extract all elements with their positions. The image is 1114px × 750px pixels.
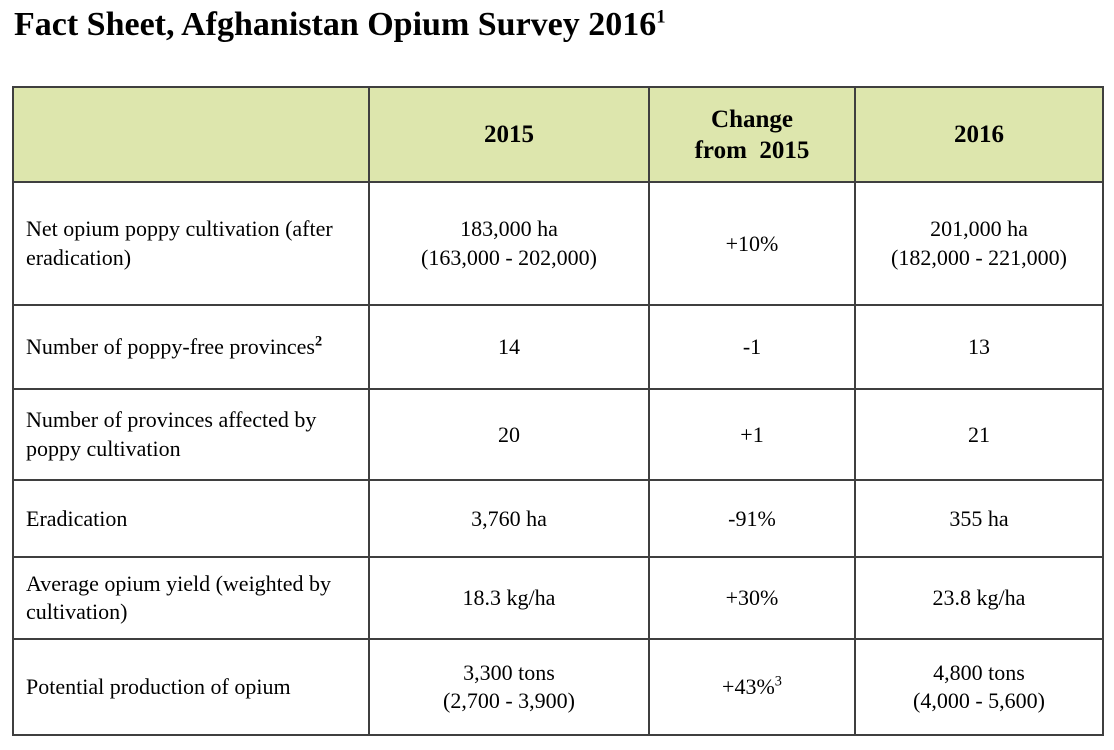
row-label-text: Net opium poppy cultivation (after eradi… [26,216,333,270]
row-label-text: Potential production of opium [26,674,291,700]
change-text: +43% [722,674,775,700]
value-2016-line2: (4,000 - 5,600) [913,688,1045,714]
value-2015-line1: 183,000 ha [460,216,558,242]
table-row-poppy-free-provinces: Number of poppy-free provinces2 14 -1 13 [12,304,1104,391]
value-2016-line2: (182,000 - 221,000) [891,244,1067,270]
row-label-text: Number of provinces affected by poppy cu… [26,407,317,461]
page-title-footnote-marker: 1 [656,6,666,28]
value-2016-line1: 4,800 tons [933,659,1025,685]
row-label-cell: Eradication [12,479,370,559]
value-2015-cell: 20 [368,388,650,482]
row-label-cell: Potential production of opium [12,638,370,737]
change-cell: +10% [648,181,856,307]
change-cell: -91% [648,479,856,559]
row-label-cell: Net opium poppy cultivation (after eradi… [12,181,370,307]
header-empty-cell [12,86,370,184]
header-change-line2: from 2015 [694,136,810,164]
row-label-footnote-marker: 2 [314,333,323,350]
table-row-average-yield: Average opium yield (weighted by cultiva… [12,556,1104,641]
change-cell: +30% [648,556,856,641]
row-label-cell: Number of provinces affected by poppy cu… [12,388,370,482]
change-text: +10% [725,230,779,256]
page-title-text: Fact Sheet, Afghanistan Opium Survey 201… [14,6,657,43]
value-2015-line1: 3,300 tons [463,659,555,685]
row-label-cell: Number of poppy-free provinces2 [12,304,370,391]
change-footnote-marker: 3 [774,673,782,690]
row-label-text: Average opium yield (weighted by cultiva… [26,570,332,625]
row-label-text: Number of poppy-free provinces [26,334,315,360]
change-cell: +1 [648,388,856,482]
table-row-eradication: Eradication 3,760 ha -91% 355 ha [12,479,1104,559]
header-change-line1: Change [711,105,793,133]
value-2016-cell: 13 [854,304,1104,391]
table-row-potential-production: Potential production of opium 3,300 tons… [12,638,1104,737]
header-change-cell: Change from 2015 [648,86,856,184]
value-2016-line1: 201,000 ha [930,216,1028,242]
header-2016-cell: 2016 [854,86,1104,184]
row-label-text: Eradication [26,505,128,531]
value-2015-cell: 14 [368,304,650,391]
opium-survey-table: 2015 Change from 2015 2016 Net opium pop… [12,86,1104,737]
value-2015-cell: 3,760 ha [368,479,650,559]
page-title: Fact Sheet, Afghanistan Opium Survey 201… [14,6,1114,43]
header-2015-cell: 2015 [368,86,650,184]
value-2016-cell: 4,800 tons (4,000 - 5,600) [854,638,1104,737]
value-2015-line2: (163,000 - 202,000) [421,244,597,270]
row-label-cell: Average opium yield (weighted by cultiva… [12,556,370,641]
change-cell: -1 [648,304,856,391]
table-header-row: 2015 Change from 2015 2016 [12,86,1104,184]
value-2016-cell: 355 ha [854,479,1104,559]
value-2016-cell: 21 [854,388,1104,482]
value-2015-cell: 3,300 tons (2,700 - 3,900) [368,638,650,737]
value-2016-cell: 201,000 ha (182,000 - 221,000) [854,181,1104,307]
value-2015-cell: 183,000 ha (163,000 - 202,000) [368,181,650,307]
value-2015-line2: (2,700 - 3,900) [443,688,575,714]
change-cell: +43%3 [648,638,856,737]
value-2015-cell: 18.3 kg/ha [368,556,650,641]
table-row-affected-provinces: Number of provinces affected by poppy cu… [12,388,1104,482]
table-row-cultivation: Net opium poppy cultivation (after eradi… [12,181,1104,307]
value-2016-cell: 23.8 kg/ha [854,556,1104,641]
